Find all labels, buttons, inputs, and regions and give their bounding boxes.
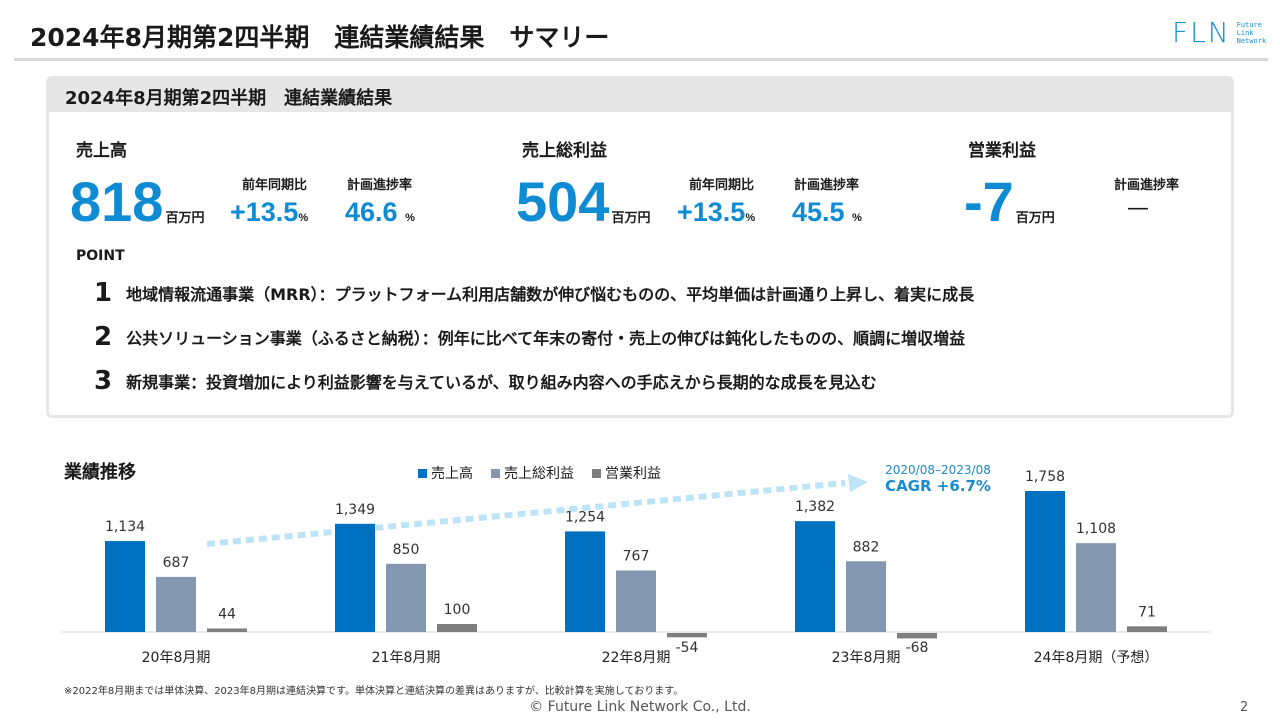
metric-unit: 百万円 [611, 211, 651, 226]
cagr-arrow [206, 480, 846, 547]
data-label: -68 [906, 640, 929, 656]
metric-value-row-sales: 818 百万円 [70, 174, 204, 230]
yoy-value-sales: +13.5% [230, 197, 309, 227]
bar-2-0 [207, 628, 247, 632]
progress-label: 計画進捗率 [1114, 178, 1180, 193]
progress-label: 計画進捗率 [347, 178, 413, 193]
x-tick-label: 24年8月期（予想） [1034, 650, 1159, 666]
summary-panel [46, 76, 1234, 418]
copyright: © Future Link Network Co., Ltd. [529, 699, 751, 715]
data-label: 1,134 [105, 519, 145, 535]
yoy-label: 前年同期比 [242, 178, 308, 193]
progress-value-sales: 46.6 % [345, 197, 415, 227]
x-tick-label: 22年8月期 [602, 650, 671, 666]
data-label: 1,758 [1025, 469, 1065, 485]
slide-title: 2024年8月期第2四半期 連結業績結果 サマリー [30, 23, 610, 52]
metric-label-sales: 売上高 [76, 141, 127, 161]
x-tick-label: 20年8月期 [142, 650, 211, 666]
point-item: 2 公共ソリューション事業（ふるさと納税）：例年に比べて年末の寄付・売上の伸びは鈍… [94, 322, 966, 352]
bar-0-3 [795, 521, 835, 632]
data-label: 687 [163, 555, 190, 571]
legend-item-gross-profit: 売上総利益 [491, 463, 574, 483]
panel-title: 2024年8月期第2四半期 連結業績結果 [49, 79, 1231, 112]
bar-2-3 [897, 633, 937, 639]
data-label: 71 [1138, 604, 1156, 620]
metric-value-sales: 818 [70, 170, 164, 233]
data-label: 850 [393, 542, 420, 558]
logo-mark: FLN [1172, 16, 1231, 49]
progress-value-operating-profit: — [1127, 196, 1149, 221]
point-label: POINT [76, 248, 125, 264]
chart-legend: 売上高 売上総利益 営業利益 [418, 463, 661, 483]
bar-2-4 [1127, 626, 1167, 632]
metric-unit: 百万円 [165, 211, 205, 226]
data-label: 767 [623, 548, 650, 564]
page-number: 2 [1240, 700, 1249, 715]
progress-value-gross-profit: 45.5 % [792, 197, 862, 227]
logo-text: Future Link Network [1236, 20, 1267, 45]
data-label: 1,108 [1076, 521, 1116, 537]
data-label: 44 [218, 606, 236, 622]
x-tick-label: 23年8月期 [832, 650, 901, 666]
bar-2-1 [437, 623, 477, 632]
data-label: 1,349 [335, 502, 375, 518]
chart-title: 業績推移 [64, 462, 136, 483]
point-item: 1 地域情報流通事業（MRR）：プラットフォーム利用店舗数が伸び悩むものの、平均単… [94, 278, 975, 308]
bar-0-1 [335, 523, 375, 632]
metric-value-operating-profit: -7 [964, 170, 1014, 233]
x-tick-label: 21年8月期 [372, 650, 441, 666]
bar-1-2 [616, 570, 656, 632]
bar-1-1 [386, 563, 426, 632]
yoy-value-gross-profit: +13.5% [677, 197, 756, 227]
data-label: -54 [676, 640, 699, 656]
bar-1-4 [1076, 543, 1116, 632]
footnote: ※2022年8月期までは単体決算、2023年8月期は連結決算です。単体決算と連結… [64, 686, 684, 697]
metric-label-operating-profit: 営業利益 [968, 141, 1036, 161]
progress-label: 計画進捗率 [794, 178, 860, 193]
metric-label-gross-profit: 売上総利益 [522, 141, 607, 161]
cagr-annotation: 2020/08–2023/08 CAGR +6.7% [885, 463, 991, 495]
data-label: 1,254 [565, 509, 605, 525]
yoy-label: 前年同期比 [689, 178, 755, 193]
bar-2-2 [667, 633, 707, 638]
metric-value-row-gross-profit: 504 百万円 [516, 174, 650, 230]
point-item: 3 新規事業：投資増加により利益影響を与えているが、取り組み内容への手応えから長期… [94, 366, 877, 396]
data-label: 1,382 [795, 499, 835, 515]
data-label: 100 [444, 602, 471, 618]
metric-value-gross-profit: 504 [516, 170, 610, 233]
cagr-arrowhead [848, 474, 868, 492]
legend-item-sales: 売上高 [418, 463, 473, 483]
company-logo: FLN Future Link Network [1172, 16, 1266, 49]
legend-item-operating-profit: 営業利益 [592, 463, 661, 483]
metric-unit: 百万円 [1015, 211, 1055, 226]
bar-1-0 [156, 576, 196, 632]
bar-1-3 [846, 561, 886, 632]
metric-value-row-operating-profit: -7 百万円 [964, 174, 1055, 230]
bar-0-2 [565, 531, 605, 632]
bar-0-0 [105, 541, 145, 632]
title-divider [14, 58, 1268, 61]
bar-0-4 [1025, 491, 1065, 632]
data-label: 882 [853, 539, 880, 555]
